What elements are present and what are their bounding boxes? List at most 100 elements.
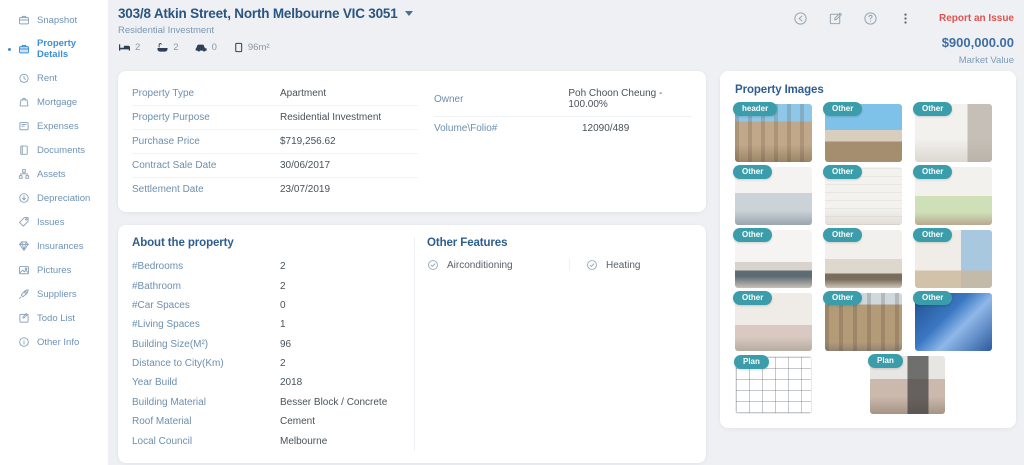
sidebar-item-mortgage[interactable]: Mortgage: [0, 90, 108, 114]
about-row: #Living Spaces 1: [132, 315, 400, 334]
info-label: Owner: [434, 93, 464, 105]
info-row: Property Type Apartment: [132, 82, 418, 106]
sidebar-item-pictures[interactable]: Pictures: [0, 258, 108, 282]
sidebar-item-other-info[interactable]: Other Info: [0, 330, 108, 354]
sidebar-item-expenses[interactable]: Expenses: [0, 114, 108, 138]
car-icon: [195, 44, 207, 52]
property-image-thumbnail-plan[interactable]: Plan: [868, 354, 945, 414]
report-an-issue-link[interactable]: Report an Issue: [938, 13, 1014, 24]
info-row: Contract Sale Date 30/06/2017: [132, 154, 418, 178]
property-image-thumbnail[interactable]: Other: [913, 165, 992, 225]
info-value: Poh Choon Cheung - 100.00%: [568, 88, 663, 110]
about-row: Roof Material Cement: [132, 412, 400, 431]
sidebar-item-label: Rent: [37, 72, 58, 84]
property-image-thumbnail[interactable]: Other: [913, 291, 992, 351]
property-image-thumbnail[interactable]: Other: [823, 228, 902, 288]
header-right: Report an Issue $900,000.00 Market Value: [793, 11, 1014, 66]
info-row: Property Purpose Residential Investment: [132, 106, 418, 130]
sidebar-item-depreciation[interactable]: Depreciation: [0, 186, 108, 210]
kebab-menu-icon[interactable]: [898, 11, 913, 26]
page-title: 303/8 Atkin Street, North Melbourne VIC …: [118, 6, 398, 21]
info-value: $719,256.62: [280, 136, 336, 147]
chevron-down-icon[interactable]: [404, 11, 413, 16]
image-badge: header: [733, 102, 778, 116]
about-property-title: About the property: [132, 237, 234, 249]
picture-icon: [19, 266, 29, 275]
sidebar-item-suppliers[interactable]: Suppliers: [0, 282, 108, 306]
bedrooms-count: 2: [135, 42, 141, 53]
property-image-thumbnail[interactable]: Other: [823, 165, 902, 225]
bag-icon: [19, 98, 29, 107]
sidebar-item-label: Documents: [37, 144, 86, 156]
info-value: 23/07/2019: [280, 184, 331, 195]
property-image-thumbnail[interactable]: Other: [823, 102, 902, 162]
sidebar-item-label: Property Details: [37, 38, 77, 60]
hierarchy-icon: [18, 169, 30, 179]
property-image-thumbnail[interactable]: Other: [733, 228, 812, 288]
todo-icon: [19, 313, 29, 323]
property-image-thumbnail[interactable]: Other: [733, 165, 812, 225]
bedrooms-stat: 2: [118, 42, 140, 53]
car-spaces-count: 0: [211, 42, 217, 53]
property-info-right-column: Owner Poh Choon Cheung - 100.00% Volume\F…: [418, 82, 692, 201]
bathrooms-stat: 2: [156, 42, 179, 53]
info-label: Contract Sale Date: [132, 160, 217, 171]
property-image-thumbnail[interactable]: Other: [913, 102, 992, 162]
sidebar-item-property-details[interactable]: Property Details: [0, 32, 108, 66]
help-icon[interactable]: [863, 11, 878, 26]
info-label: Volume\Folio#: [434, 123, 498, 134]
feature-label: Heating: [606, 259, 641, 271]
sidebar-item-rent[interactable]: Rent: [0, 66, 108, 90]
history-icon[interactable]: [793, 11, 808, 26]
about-value: Cement: [280, 416, 316, 428]
about-row: #Bathroom 2: [132, 276, 400, 295]
feature-airconditioning: Airconditioning: [427, 259, 569, 271]
property-info-left-column: Property Type Apartment Property Purpose R…: [132, 82, 418, 201]
about-value: 0: [280, 299, 286, 311]
property-image-thumbnail[interactable]: Other: [733, 291, 812, 351]
image-badge: Other: [733, 228, 773, 242]
info-value: 30/06/2017: [280, 160, 331, 171]
property-images-grid: header Other Other Other Other Other Oth…: [733, 102, 1001, 414]
sidebar-item-label: Suppliers: [37, 288, 77, 300]
sidebar-item-label: Snapshot: [37, 14, 78, 26]
check-circle-icon: [428, 260, 438, 270]
property-image-thumbnail[interactable]: header: [733, 102, 812, 162]
about-value: 2: [280, 280, 286, 292]
property-images-card: Property Images header Other Other Other…: [720, 71, 1016, 428]
sidebar-item-issues[interactable]: Issues: [0, 210, 108, 234]
property-image-thumbnail[interactable]: Other: [913, 228, 992, 288]
sidebar-item-snapshot[interactable]: Snapshot: [0, 8, 108, 32]
about-value: 2: [280, 358, 286, 370]
about-row: #Car Spaces 0: [132, 296, 400, 315]
about-row: Distance to City(Km) 2: [132, 354, 400, 373]
tag-icon: [19, 217, 29, 227]
rocket-icon: [19, 289, 29, 299]
area-stat: 96m²: [233, 42, 270, 53]
about-label: Local Council: [132, 435, 193, 447]
main-content: 303/8 Atkin Street, North Melbourne VIC …: [108, 0, 1024, 465]
gem-icon: [19, 241, 29, 251]
sidebar-item-documents[interactable]: Documents: [0, 138, 108, 162]
briefcase-icon: [19, 44, 29, 54]
sidebar-item-label: Pictures: [37, 264, 72, 276]
sidebar-item-insurances[interactable]: Insurances: [0, 234, 108, 258]
info-row: Purchase Price $719,256.62: [132, 130, 418, 154]
property-image-thumbnail-plan[interactable]: Plan: [734, 355, 812, 414]
property-purpose-subtitle: Residential Investment: [118, 25, 215, 36]
info-row: Volume\Folio# 12090/489: [434, 117, 692, 140]
briefcase-icon: [19, 15, 29, 25]
about-value: Melbourne: [280, 435, 328, 447]
arrow-down-circle-icon: [19, 193, 29, 203]
bed-icon: [119, 44, 130, 51]
about-row: Local Council Melbourne: [132, 431, 400, 450]
market-value-label: Market Value: [958, 55, 1014, 66]
image-badge: Other: [823, 291, 863, 305]
edit-icon[interactable]: [828, 11, 843, 26]
property-image-thumbnail[interactable]: Other: [823, 291, 902, 351]
other-features-title: Other Features: [427, 237, 508, 249]
sidebar-item-label: Todo List: [37, 312, 76, 324]
sidebar-item-todo-list[interactable]: Todo List: [0, 306, 108, 330]
clock-icon: [19, 73, 29, 83]
sidebar-item-assets[interactable]: Assets: [0, 162, 108, 186]
